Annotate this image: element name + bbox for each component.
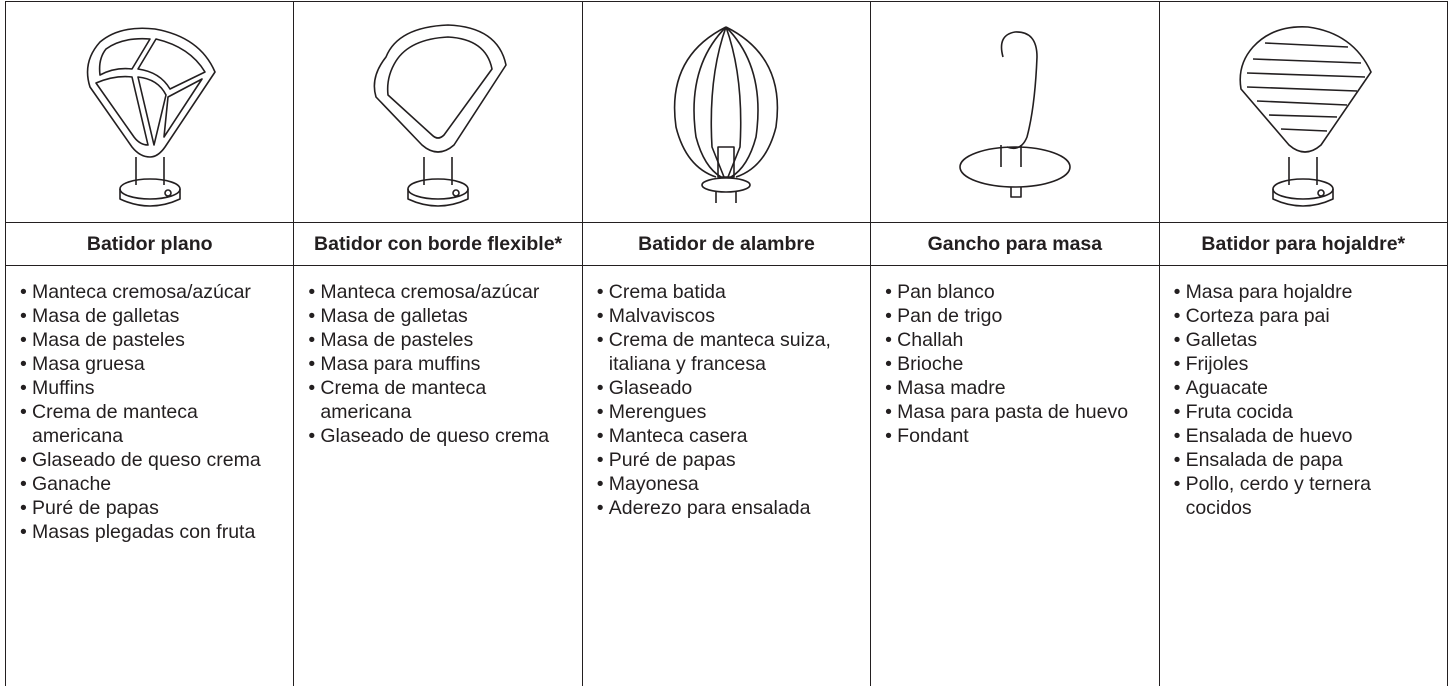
use-item: Crema de manteca americana <box>20 400 270 448</box>
list-cell: Manteca cremosa/azúcarMasa de galletasMa… <box>4 265 295 686</box>
flex-edge-beater-image <box>373 24 507 207</box>
image-cell <box>581 1 872 223</box>
use-item: Pan blanco <box>885 280 1135 304</box>
use-item: Masa de pasteles <box>20 328 270 352</box>
use-item: Pollo, cerdo y ternera cocidos <box>1174 472 1424 520</box>
column-title: Batidor con borde flexible* <box>293 222 583 266</box>
column-title: Batidor para hojaldre* <box>1158 222 1449 266</box>
use-list: Manteca cremosa/azúcarMasa de galletasMa… <box>294 266 558 448</box>
use-item: Masas plegadas con fruta <box>20 520 270 544</box>
use-item: Glaseado de queso crema <box>20 448 270 472</box>
use-item: Crema de manteca americana <box>308 376 558 424</box>
use-item: Challah <box>885 328 1135 352</box>
flat-beater-image <box>86 27 216 207</box>
wire-whip-image <box>674 26 779 203</box>
use-item: Masa gruesa <box>20 352 270 376</box>
use-list: Masa para hojaldreCorteza para paiGallet… <box>1160 266 1424 520</box>
list-cell: Pan blancoPan de trigoChallahBriocheMasa… <box>870 265 1160 686</box>
use-item: Mayonesa <box>597 472 847 496</box>
use-item: Galletas <box>1174 328 1424 352</box>
use-item: Masa de galletas <box>20 304 270 328</box>
use-item: Masa de galletas <box>308 304 558 328</box>
use-item: Masa de pasteles <box>308 328 558 352</box>
use-item: Merengues <box>597 400 847 424</box>
header-row: Batidor plano Batidor con borde flexible*… <box>4 222 1449 266</box>
use-item: Frijoles <box>1174 352 1424 376</box>
column-title: Gancho para masa <box>870 222 1160 266</box>
use-item: Masa para hojaldre <box>1174 280 1424 304</box>
use-item: Manteca casera <box>597 424 847 448</box>
use-item: Masa madre <box>885 376 1135 400</box>
use-item: Ganache <box>20 472 270 496</box>
use-list: Crema batidaMalvaviscosCrema de manteca … <box>583 266 847 520</box>
use-item: Manteca cremosa/azúcar <box>308 280 558 304</box>
use-item: Masa para muffins <box>308 352 558 376</box>
use-item: Masa para pasta de huevo <box>885 400 1135 424</box>
column-title: Batidor de alambre <box>581 222 872 266</box>
use-item: Fruta cocida <box>1174 400 1424 424</box>
use-item: Ensalada de papa <box>1174 448 1424 472</box>
use-item: Glaseado <box>597 376 847 400</box>
use-item: Malvaviscos <box>597 304 847 328</box>
list-cell: Masa para hojaldreCorteza para paiGallet… <box>1158 265 1449 686</box>
use-item: Crema batida <box>597 280 847 304</box>
use-item: Brioche <box>885 352 1135 376</box>
use-item: Glaseado de queso crema <box>308 424 558 448</box>
pastry-beater-image <box>1239 26 1373 207</box>
use-item: Crema de manteca suiza, italiana y franc… <box>597 328 847 376</box>
use-item: Aguacate <box>1174 376 1424 400</box>
use-item: Puré de papas <box>597 448 847 472</box>
use-item: Fondant <box>885 424 1135 448</box>
image-cell <box>4 1 295 223</box>
list-cell: Manteca cremosa/azúcarMasa de galletasMa… <box>293 265 583 686</box>
use-item: Muffins <box>20 376 270 400</box>
dough-hook-image <box>959 31 1071 198</box>
use-item: Pan de trigo <box>885 304 1135 328</box>
use-item: Aderezo para ensalada <box>597 496 847 520</box>
image-row <box>4 1 1449 223</box>
use-item: Ensalada de huevo <box>1174 424 1424 448</box>
attachments-table: Batidor plano Batidor con borde flexible*… <box>4 1 1449 686</box>
use-list: Manteca cremosa/azúcarMasa de galletasMa… <box>6 266 270 544</box>
use-list: Pan blancoPan de trigoChallahBriocheMasa… <box>871 266 1135 448</box>
list-cell: Crema batidaMalvaviscosCrema de manteca … <box>581 265 872 686</box>
image-cell <box>1158 1 1449 223</box>
list-row: Manteca cremosa/azúcarMasa de galletasMa… <box>4 265 1449 686</box>
use-item: Puré de papas <box>20 496 270 520</box>
image-cell <box>870 1 1160 223</box>
use-item: Manteca cremosa/azúcar <box>20 280 270 304</box>
image-cell <box>293 1 583 223</box>
use-item: Corteza para pai <box>1174 304 1424 328</box>
column-title: Batidor plano <box>4 222 295 266</box>
